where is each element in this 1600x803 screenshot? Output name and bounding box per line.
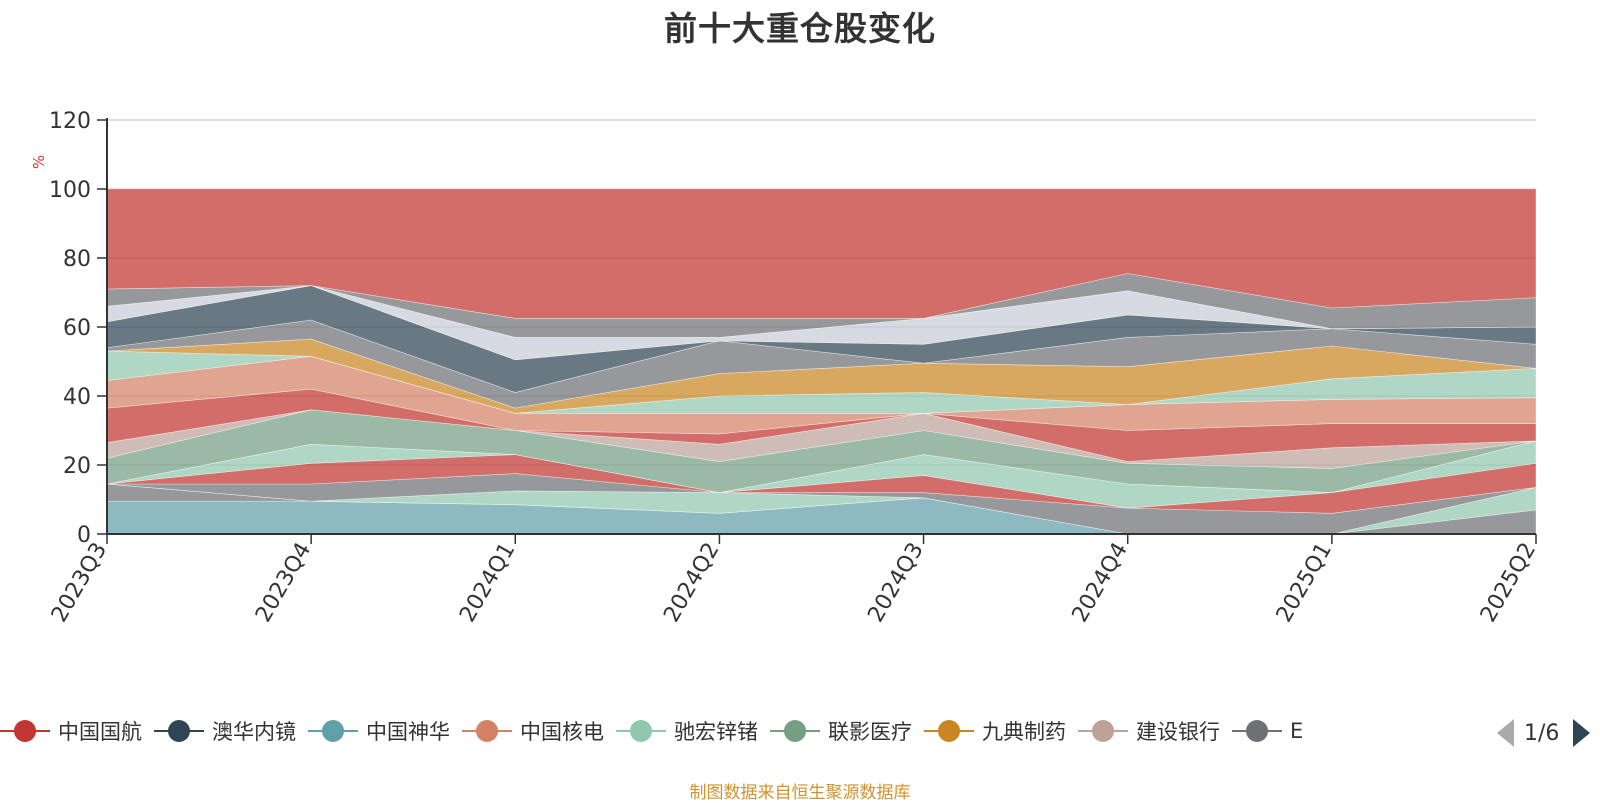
x-tick-label: 2023Q4 xyxy=(251,539,316,627)
legend-item[interactable]: 澳华内镜 xyxy=(154,716,296,746)
legend-next-icon[interactable] xyxy=(1573,719,1591,747)
legend-label: E xyxy=(1290,719,1304,743)
y-tick-label: 100 xyxy=(49,178,91,203)
y-tick-label: 20 xyxy=(63,454,91,479)
legend-marker-icon xyxy=(616,718,666,744)
legend-marker-icon xyxy=(0,718,50,744)
legend-marker-icon xyxy=(462,718,512,744)
legend-item[interactable]: 九典制药 xyxy=(924,716,1066,746)
x-tick-label: 2025Q2 xyxy=(1476,539,1541,627)
legend-marker-icon xyxy=(308,718,358,744)
x-tick-label: 2025Q1 xyxy=(1272,539,1337,627)
legend-item[interactable]: 中国核电 xyxy=(462,716,604,746)
legend-page-indicator: 1/6 xyxy=(1524,720,1560,746)
legend-item[interactable]: 中国神华 xyxy=(308,716,450,746)
legend-item[interactable]: 联影医疗 xyxy=(770,716,912,746)
legend-marker-icon xyxy=(1078,718,1128,744)
x-tick-label: 2024Q4 xyxy=(1068,539,1133,627)
x-tick-label: 2024Q2 xyxy=(659,539,724,627)
legend-label: 驰宏锌锗 xyxy=(674,720,758,744)
y-tick-label: 0 xyxy=(77,523,91,548)
legend-label: 中国核电 xyxy=(520,720,604,744)
y-tick-label: 40 xyxy=(63,385,91,410)
y-tick-label: 60 xyxy=(63,316,91,341)
legend-item[interactable]: 建设银行 xyxy=(1078,716,1220,746)
legend-item[interactable]: E xyxy=(1232,718,1303,744)
legend-label: 中国国航 xyxy=(58,720,142,744)
x-tick-label: 2024Q1 xyxy=(455,539,520,627)
legend-label: 建设银行 xyxy=(1136,720,1220,744)
legend-item[interactable]: 中国国航 xyxy=(0,716,142,746)
legend-marker-icon xyxy=(924,718,974,744)
x-tick-label: 2023Q3 xyxy=(47,539,112,627)
area-bands xyxy=(106,188,1537,535)
legend-item[interactable]: 驰宏锌锗 xyxy=(616,716,758,746)
legend-label: 澳华内镜 xyxy=(212,720,296,744)
legend-prev-icon[interactable] xyxy=(1497,719,1514,747)
y-tick-label: 120 xyxy=(49,109,91,134)
source-note: 制图数据来自恒生聚源数据库 xyxy=(689,783,911,803)
legend-marker-icon xyxy=(154,718,204,744)
legend-marker-icon xyxy=(1232,718,1282,744)
y-tick-label: 80 xyxy=(63,247,91,272)
area-band xyxy=(106,188,1537,319)
y-axis-unit: % xyxy=(30,155,48,169)
chart-title: 前十大重仓股变化 xyxy=(664,9,936,48)
legend-pager: 1/6 xyxy=(1497,716,1591,750)
legend-label: 联影医疗 xyxy=(828,720,912,744)
legend-label: 九典制药 xyxy=(982,720,1066,744)
legend-label: 中国神华 xyxy=(366,720,450,744)
legend-marker-icon xyxy=(770,718,820,744)
legend: 中国国航 澳华内镜 中国神华 中国核电 驰宏锌锗 联影医疗 九典制药 建设银行 E xyxy=(0,716,1480,750)
x-tick-label: 2024Q3 xyxy=(863,539,928,627)
